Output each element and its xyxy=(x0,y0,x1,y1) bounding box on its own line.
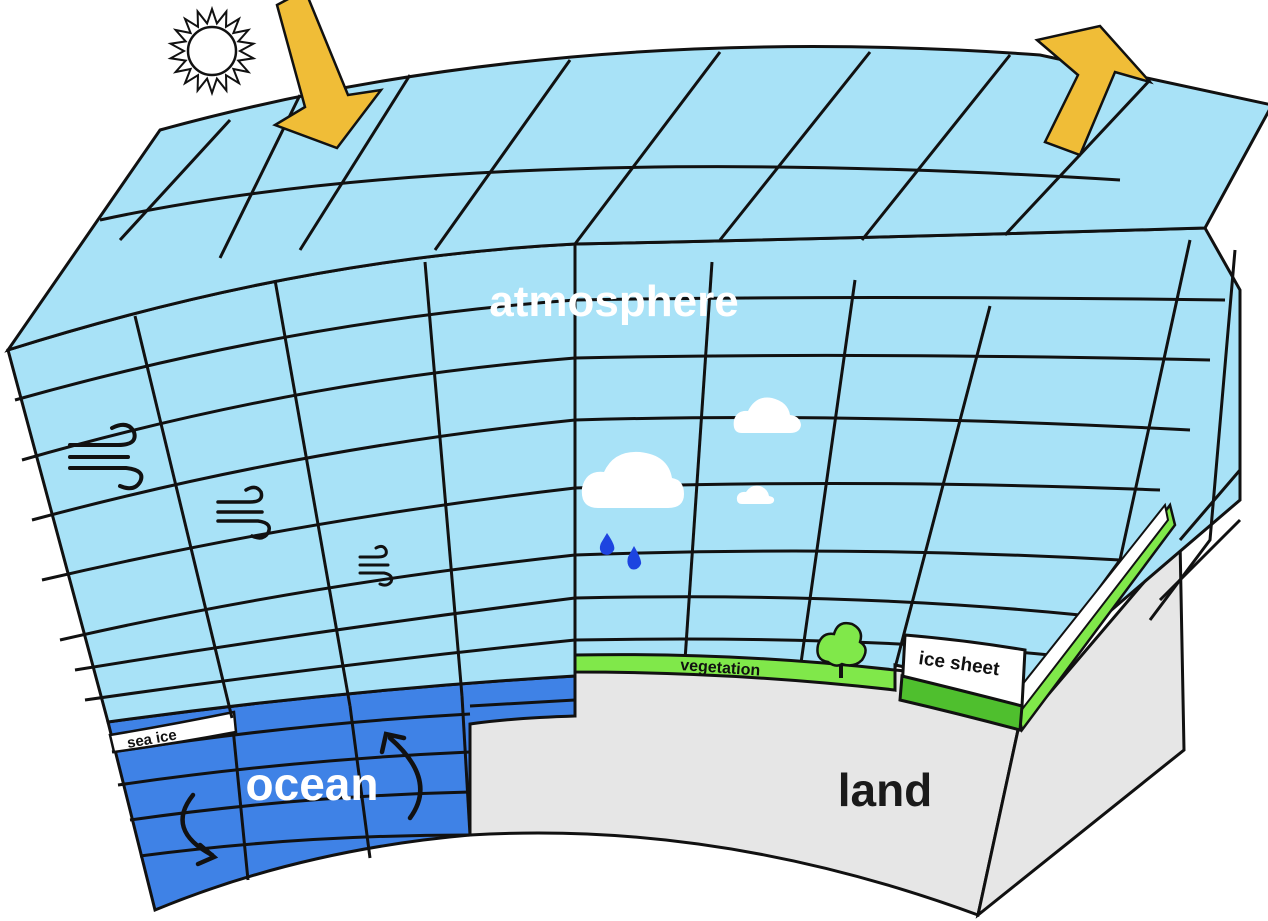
wind-icon xyxy=(68,422,144,491)
ocean-grid-lines xyxy=(111,695,576,881)
wind-icon xyxy=(216,485,271,540)
vegetation-strip xyxy=(573,653,897,692)
ice-sheet-base xyxy=(898,674,1024,732)
tree-icon xyxy=(816,621,867,678)
atmosphere-label: atmosphere xyxy=(489,277,738,326)
cloud-icon xyxy=(733,397,801,433)
circulation-arrow-icon xyxy=(379,731,423,821)
circulation-arrow-icon xyxy=(180,792,219,867)
sun-icon xyxy=(167,5,257,97)
top-face-grid-lines xyxy=(99,51,1152,259)
front-face-vertical-lines xyxy=(133,244,992,719)
outgoing-arrow-icon xyxy=(1034,24,1154,157)
sea-ice-strip xyxy=(108,710,238,754)
land-label: land xyxy=(838,764,933,816)
incoming-arrow-icon xyxy=(272,0,384,150)
land-side-face xyxy=(975,536,1186,919)
wind-icon xyxy=(358,544,394,587)
vegetation-label: vegetation xyxy=(680,657,761,680)
raindrop-icon xyxy=(599,533,615,555)
cloud-icon xyxy=(736,485,775,504)
cloud-icon xyxy=(581,451,684,508)
raindrop-icon xyxy=(627,546,642,570)
ocean-label: ocean xyxy=(246,758,379,810)
